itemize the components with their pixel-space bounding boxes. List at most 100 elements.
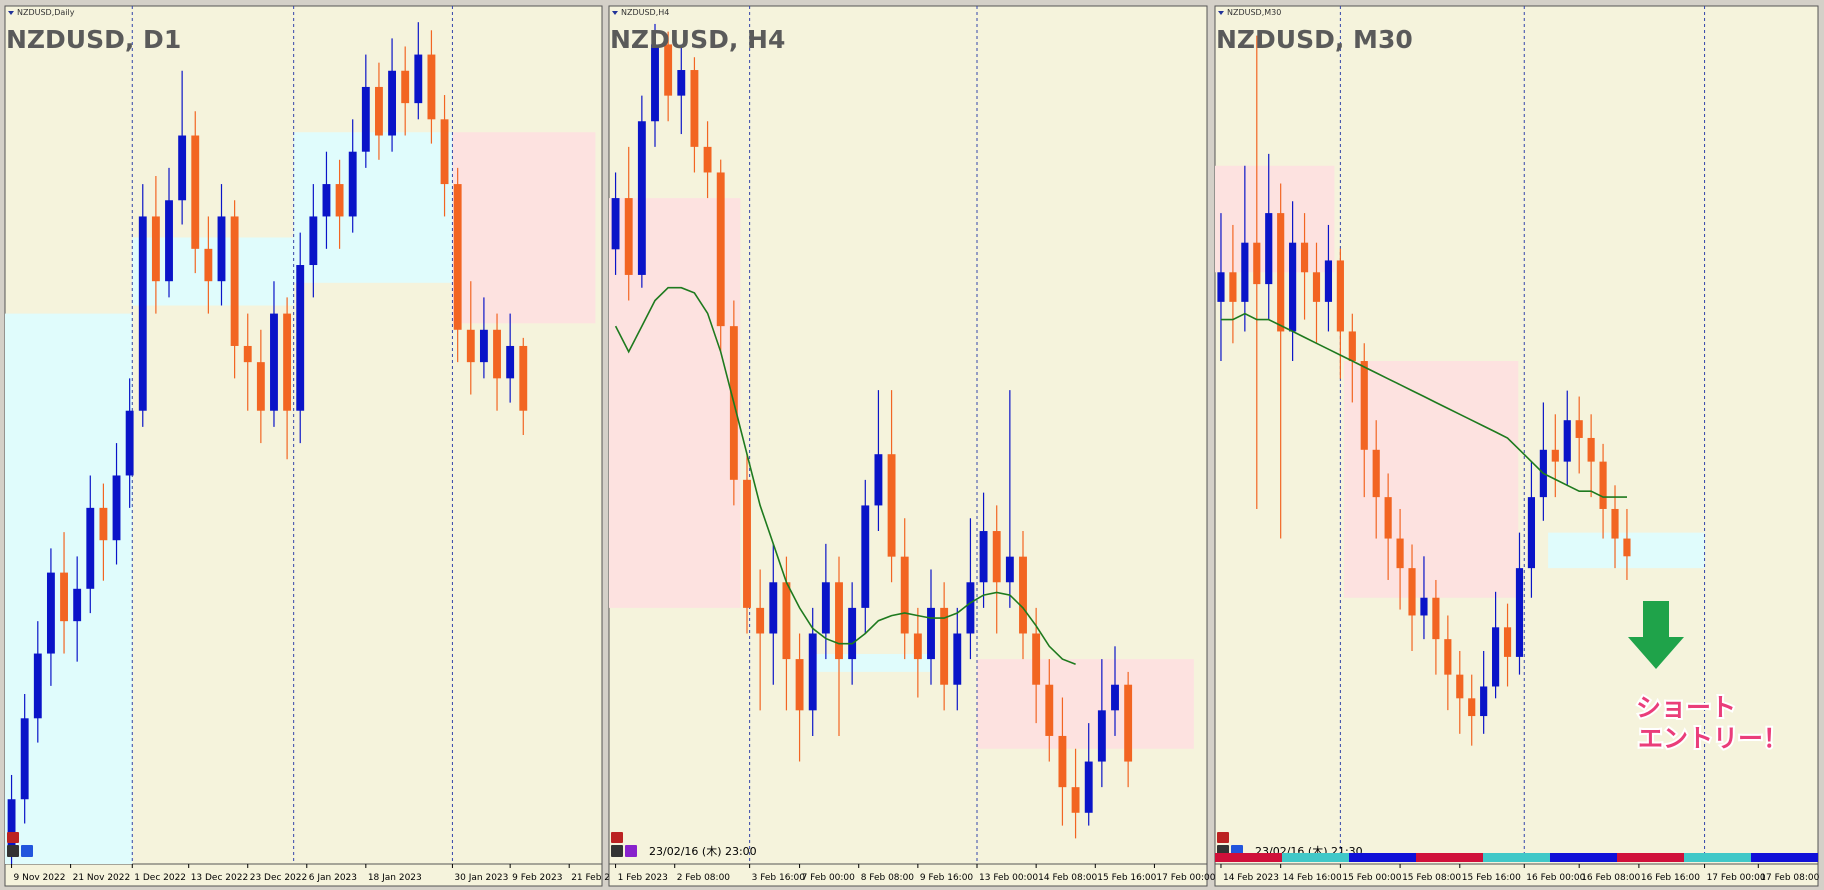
candle-body <box>677 70 686 96</box>
candle-body <box>913 633 922 660</box>
candle-body <box>479 329 488 363</box>
candle-body <box>848 607 857 660</box>
x-tick-label: 15 Feb 08:00 <box>1402 873 1461 883</box>
candle-body <box>1551 449 1559 462</box>
candle-body <box>743 479 751 608</box>
candle-body <box>756 607 765 634</box>
candle-body <box>874 454 883 506</box>
candle-body <box>1058 735 1067 788</box>
candle-body <box>1384 497 1392 539</box>
candle-body <box>1599 461 1607 509</box>
x-tick-label: 17 Feb 08:00 <box>1760 873 1819 883</box>
session-strip <box>1248 853 1282 862</box>
candle-body <box>1348 331 1356 362</box>
candle-body <box>1587 437 1595 462</box>
candle-body <box>1217 272 1225 302</box>
zone <box>1215 165 1335 273</box>
candle-body <box>99 507 108 541</box>
chart-title: NZDUSD, D1 <box>6 25 181 54</box>
candle-body <box>7 799 16 848</box>
chart-title: NZDUSD, M30 <box>1216 25 1413 54</box>
candle-body <box>1611 508 1619 539</box>
candle-body <box>33 653 42 719</box>
candle-body <box>1468 698 1476 717</box>
candle-body <box>440 119 449 185</box>
candle-body <box>703 146 712 173</box>
session-strip <box>1449 853 1483 862</box>
session-strip <box>1550 853 1584 862</box>
x-tick-label: 7 Feb 00:00 <box>802 873 856 883</box>
candle-body <box>1071 787 1080 813</box>
trade-button <box>611 845 623 857</box>
candle-body <box>1372 449 1380 498</box>
candle-body <box>979 531 988 583</box>
x-tick-label: 1 Feb 2023 <box>618 873 668 883</box>
candle-body <box>270 313 278 411</box>
candle-body <box>519 345 528 411</box>
candle-body <box>427 54 436 120</box>
candle-body <box>1515 568 1524 657</box>
session-strip <box>1717 853 1751 862</box>
candle-body <box>1019 556 1027 634</box>
candle-body <box>1503 627 1512 657</box>
candle-body <box>953 633 962 685</box>
x-tick-label: 13 Dec 2022 <box>191 873 249 883</box>
candle-body <box>1124 684 1133 762</box>
timestamp: 23/02/16 (木) 23:00 <box>649 845 757 858</box>
x-tick-label: 15 Feb 16:00 <box>1462 873 1521 883</box>
candle-body <box>230 216 239 346</box>
x-tick-label: 16 Feb 08:00 <box>1581 873 1640 883</box>
x-tick-label: 14 Feb 2023 <box>1223 873 1279 883</box>
x-tick-label: 15 Feb 16:00 <box>1097 873 1156 883</box>
candle-body <box>73 588 82 622</box>
candle-body <box>1032 633 1041 685</box>
candle-body <box>835 582 843 660</box>
candle-body <box>1045 684 1054 736</box>
chart-window: 1 Feb 2023 2 Feb 08:00 3 Feb 16:007 Feb 00… <box>608 5 1216 887</box>
close-button <box>1217 832 1229 843</box>
candle-body <box>283 313 292 411</box>
candle-body <box>243 345 252 363</box>
session-strip <box>1315 853 1349 862</box>
candle-body <box>1097 710 1106 762</box>
candle-body <box>1241 242 1249 302</box>
candle-body <box>1456 674 1464 699</box>
candle-body <box>940 607 949 685</box>
x-tick-label: 14 Feb 16:00 <box>1283 873 1342 883</box>
chart-title: NZDUSD, H4 <box>610 25 785 54</box>
candle-body <box>624 198 633 275</box>
candle-body <box>151 216 160 282</box>
candle-body <box>1575 420 1583 438</box>
session-strip <box>1617 853 1651 862</box>
candle-body <box>375 86 383 136</box>
candle-body <box>1360 361 1368 450</box>
candle-body <box>1005 556 1014 583</box>
candle-body <box>651 44 659 122</box>
x-tick-label: 3 Feb 16:00 <box>752 873 806 883</box>
x-tick-label: 9 Feb 2023 <box>512 873 562 883</box>
x-tick-label: 30 Jan 2023 <box>454 873 508 883</box>
x-tick-label: 21 Feb 2023 <box>571 873 627 883</box>
moving-average <box>614 286 1076 665</box>
session-strip <box>1483 853 1517 862</box>
x-tick-label: 1 Dec 2022 <box>134 873 186 883</box>
candle-body <box>1253 242 1261 285</box>
annotation: エントリー！ <box>1638 724 1788 753</box>
window-menu-icon <box>8 11 14 15</box>
session-strip <box>1215 853 1249 862</box>
window-label: NZDUSD,M30 <box>1227 8 1281 17</box>
x-tick-label: 8 Feb 08:00 <box>861 873 915 883</box>
x-tick-label: 15 Feb 00:00 <box>1342 873 1401 883</box>
x-tick-label: 23 Dec 2022 <box>250 873 308 883</box>
candle-body <box>86 507 95 589</box>
x-tick-label: 17 Feb 00:00 <box>1707 873 1766 883</box>
close-button <box>611 832 623 843</box>
window-menu-icon <box>1218 11 1224 15</box>
trade-button <box>7 845 19 857</box>
session-strip <box>1516 853 1550 862</box>
candle-body <box>1324 260 1333 302</box>
moving-average <box>1221 312 1627 498</box>
candle-body <box>401 70 410 104</box>
candle-body <box>1420 597 1428 616</box>
